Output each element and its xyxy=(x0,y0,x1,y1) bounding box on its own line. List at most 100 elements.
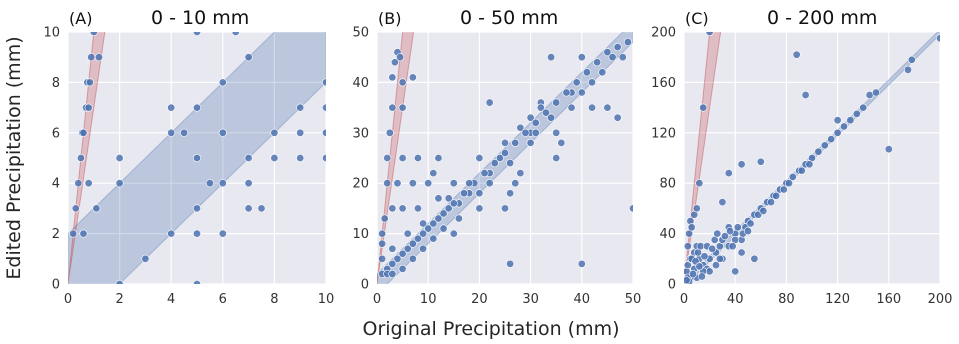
y-tick-label: 10 xyxy=(352,227,369,242)
data-point xyxy=(511,179,520,188)
data-point xyxy=(388,244,397,253)
panel-title: 0 - 10 mm xyxy=(151,7,249,29)
data-point xyxy=(541,108,550,117)
data-point xyxy=(270,128,279,137)
plot-area xyxy=(684,32,940,284)
y-tick-label: 0 xyxy=(52,278,60,293)
x-axis-title: Original Precipitation (mm) xyxy=(362,318,619,340)
x-tick-label: 2 xyxy=(115,292,123,307)
data-point xyxy=(792,50,801,59)
x-tick-label: 4 xyxy=(167,292,175,307)
panel-3: 0 40 80 120 160 200 0 40 80 120 160 200 (C) 0 - 200 m… xyxy=(651,7,952,307)
data-point xyxy=(623,38,632,47)
data-point xyxy=(439,224,448,233)
data-point xyxy=(244,204,253,213)
data-point xyxy=(511,138,520,147)
y-tick-labels: 0 2 4 6 8 10 xyxy=(43,26,60,293)
data-point xyxy=(697,272,706,281)
data-point xyxy=(852,109,861,118)
data-point xyxy=(322,128,326,137)
y-tick-label: 40 xyxy=(659,227,676,242)
data-point xyxy=(444,194,453,203)
data-point xyxy=(218,229,227,238)
data-point xyxy=(720,232,729,241)
gridlines xyxy=(683,31,941,285)
data-point xyxy=(475,204,484,213)
y-tick-label: 6 xyxy=(52,126,60,141)
data-point xyxy=(684,276,691,284)
data-point xyxy=(403,244,412,253)
data-point xyxy=(115,154,124,163)
data-point xyxy=(737,160,746,169)
data-point xyxy=(231,32,240,36)
data-point xyxy=(688,269,697,278)
data-point xyxy=(398,264,407,273)
data-point xyxy=(141,254,150,263)
data-point xyxy=(907,55,916,64)
data-point xyxy=(87,53,96,62)
x-tick-label: 40 xyxy=(574,292,591,307)
data-point xyxy=(547,113,556,122)
y-tick-label: 8 xyxy=(52,76,60,91)
data-point xyxy=(695,262,704,271)
x-tick-label: 0 xyxy=(680,292,688,307)
data-point xyxy=(485,98,494,107)
data-point xyxy=(557,138,566,147)
data-point xyxy=(378,254,387,263)
data-point xyxy=(439,209,448,218)
y-tick-label: 10 xyxy=(43,26,60,41)
data-point xyxy=(700,252,709,261)
data-point xyxy=(598,68,607,77)
data-point xyxy=(167,103,176,112)
x-tick-label: 80 xyxy=(778,292,795,307)
data-point xyxy=(388,269,397,278)
data-point xyxy=(408,239,417,248)
data-point xyxy=(903,65,912,74)
data-point xyxy=(547,53,556,62)
data-point xyxy=(69,229,78,238)
data-point xyxy=(784,179,793,188)
data-point xyxy=(92,204,101,213)
x-tick-label: 0 xyxy=(373,292,381,307)
data-point xyxy=(718,198,727,207)
data-point xyxy=(413,154,422,163)
y-tick-label: 200 xyxy=(651,26,676,41)
data-point xyxy=(388,259,397,268)
data-point xyxy=(465,179,474,188)
data-point xyxy=(772,191,781,200)
data-point xyxy=(750,254,759,263)
data-point xyxy=(699,103,708,112)
data-point xyxy=(444,204,453,213)
y-tick-label: 4 xyxy=(52,177,60,192)
data-point xyxy=(695,179,704,188)
data-points xyxy=(378,38,633,278)
panel-label: (B) xyxy=(378,9,401,28)
data-point xyxy=(424,224,433,233)
data-point xyxy=(588,103,597,112)
panel-title: 0 - 50 mm xyxy=(460,7,558,29)
data-point xyxy=(429,234,438,243)
data-point xyxy=(449,179,458,188)
data-point xyxy=(743,227,752,236)
tolerance-band-red xyxy=(684,32,722,284)
data-point xyxy=(115,179,124,188)
data-point xyxy=(475,154,484,163)
y-tick-label: 2 xyxy=(52,227,60,242)
x-tick-label: 40 xyxy=(727,292,744,307)
data-point xyxy=(603,48,612,57)
data-point xyxy=(419,219,428,228)
data-point xyxy=(378,229,387,238)
data-point xyxy=(218,179,227,188)
data-point xyxy=(871,88,880,97)
y-tick-label: 50 xyxy=(352,26,369,41)
data-point xyxy=(733,223,742,232)
data-point xyxy=(408,73,417,82)
data-point xyxy=(552,128,561,137)
data-point xyxy=(413,204,422,213)
data-point xyxy=(884,145,893,154)
data-point xyxy=(495,154,504,163)
data-point xyxy=(218,128,227,137)
data-point xyxy=(193,32,201,36)
data-point xyxy=(388,103,397,112)
data-point xyxy=(833,128,842,137)
